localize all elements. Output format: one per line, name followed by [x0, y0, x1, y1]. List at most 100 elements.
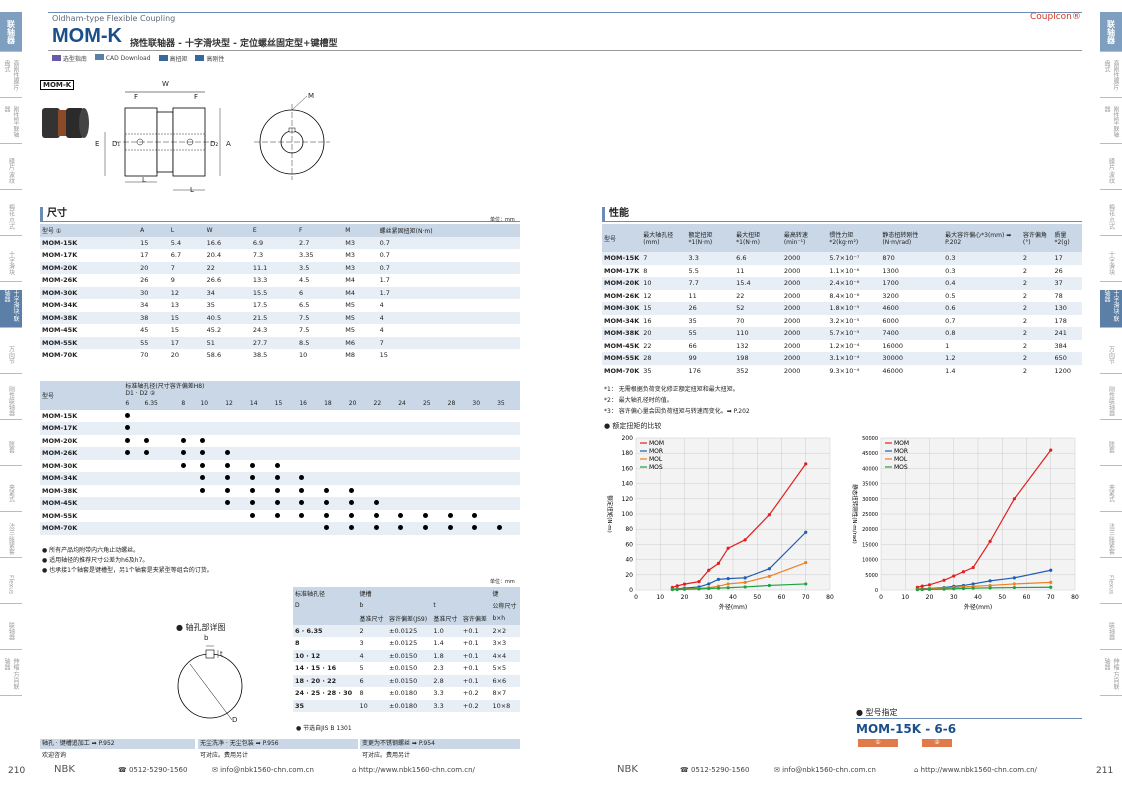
side-tab[interactable]: 夹紧式	[1100, 474, 1122, 512]
side-tab[interactable]: 刚性联轴器	[0, 382, 22, 420]
table-cell	[322, 472, 347, 485]
web-icon: ⌂	[352, 766, 359, 774]
table-cell	[470, 410, 495, 423]
table-cell: 3.3	[433, 689, 444, 698]
data-point	[767, 583, 771, 588]
side-tab[interactable]: Flexus	[1100, 566, 1122, 604]
table-cell	[346, 447, 372, 460]
column-header: A	[138, 224, 169, 237]
side-tab[interactable]: 胀套	[1100, 428, 1122, 466]
right-email[interactable]: ✉ info@nbk1560-chn.com.cn	[774, 766, 876, 774]
side-tab[interactable]: 伸缩·万向联轴器	[0, 658, 22, 696]
table-cell	[273, 460, 298, 473]
table-cell: 1.7	[379, 276, 390, 285]
table-cell	[420, 472, 446, 485]
x-tick-label: 60	[1023, 594, 1031, 601]
table-cell	[223, 510, 248, 523]
table-cell: 55	[138, 336, 169, 349]
side-tab[interactable]: 刚性型·联轴器	[1100, 106, 1122, 144]
table-cell: M4	[343, 286, 378, 299]
table-header-row: 型号 最大轴孔径(mm) 额定扭矩*1(N·m) 最大扭矩*1(N·m) 最高转速(mi…	[602, 224, 1082, 252]
legend-label: MOM	[649, 440, 664, 447]
x-tick-label: 30	[950, 594, 958, 601]
table-cell: 11	[736, 266, 745, 275]
guide-icon[interactable]: 选型指南	[52, 54, 87, 63]
side-tab[interactable]: 十字滑块·联轴器	[1100, 290, 1122, 328]
side-tab[interactable]: 夹紧式	[0, 474, 22, 512]
x-tick-label: 20	[681, 594, 689, 601]
table-row: MOM-17K 17 6.7 20.4 7.3 3.35 M3 0.7	[40, 249, 520, 262]
cad-icon[interactable]: CAD Download	[94, 54, 151, 63]
table-cell: 38.5	[252, 351, 268, 360]
side-tab[interactable]: 十字滑块	[1100, 244, 1122, 282]
dim-label-f2: F	[194, 93, 199, 101]
table-row: MOM-20K 20 7 22 11.1 3.5 M3 0.7	[40, 261, 520, 274]
side-tab[interactable]: 膜片·波纹	[1100, 152, 1122, 190]
table-cell: 70	[140, 351, 149, 360]
side-tab[interactable]: 伸缩·万向联轴器	[1100, 658, 1122, 696]
table-cell: 34	[140, 301, 149, 310]
side-tab[interactable]: 高刚性膜片·盘式	[0, 60, 22, 98]
column-header: 公称尺寸	[490, 599, 520, 612]
table-cell: 2	[1022, 266, 1027, 275]
right-web[interactable]: ⌂ http://www.nbk1560-chn.com.cn/	[914, 766, 1037, 774]
side-tab[interactable]: Flexus	[0, 566, 22, 604]
table-cell: 10	[641, 277, 687, 290]
side-tab[interactable]: 梅花·爪式	[1100, 198, 1122, 236]
table-cell: MOM-38K	[42, 486, 78, 495]
table-cell	[297, 485, 322, 498]
data-point	[716, 586, 721, 590]
side-tab[interactable]: 刚性型·联轴器	[0, 106, 22, 144]
size-header: 28	[445, 397, 471, 410]
feature-clean-header[interactable]: 无尘洗净 · 无尘包装 ➡ P.956	[198, 739, 358, 749]
left-web[interactable]: ⌂ http://www.nbk1560-chn.com.cn/	[352, 766, 475, 774]
side-tab[interactable]: 膜片·波纹	[0, 152, 22, 190]
series-line-mos	[672, 583, 806, 591]
side-tab[interactable]: 万向节	[1100, 336, 1122, 374]
table-cell: 1.2	[943, 352, 1021, 365]
side-tab[interactable]: 十字滑块	[0, 244, 22, 282]
legend-label: MOS	[649, 464, 663, 471]
detail-label-d: D	[232, 716, 238, 724]
side-tab[interactable]: 高刚性膜片·盘式	[1100, 60, 1122, 98]
table-cell: M6	[343, 336, 378, 349]
table-cell	[179, 510, 198, 523]
column-header: 基准尺寸	[357, 612, 388, 625]
table-row: 8 3 ±0.0125 1.4 +0.1 3×3	[293, 637, 520, 650]
feature-screw-text: 可对应。费用另计	[362, 752, 411, 759]
mail-icon: ✉	[212, 766, 221, 774]
feature-addproc-header[interactable]: 轴孔 · 键槽追加工 ➡ P.952	[40, 739, 195, 749]
side-tab[interactable]: 万向节	[0, 336, 22, 374]
side-tab[interactable]: 胀套	[0, 428, 22, 466]
side-tab[interactable]: 十字滑块·联轴器	[0, 290, 22, 328]
column-header: 型号	[40, 381, 124, 410]
table-cell: 1300	[882, 266, 899, 275]
table-cell: 1.1×10⁻⁶	[829, 266, 860, 275]
available-dot-icon	[398, 512, 404, 518]
table-cell: 6.7	[170, 251, 182, 260]
left-email[interactable]: ✉ info@nbk1560-chn.com.cn	[212, 766, 314, 774]
side-tab[interactable]: 梅花·爪式	[0, 198, 22, 236]
table-cell: 40.5	[204, 311, 251, 324]
side-tab[interactable]: 联轴器	[1100, 612, 1122, 650]
table-cell: MOM-38K	[40, 311, 139, 324]
available-dot-icon	[181, 450, 187, 456]
table-cell	[179, 485, 198, 498]
table-cell	[396, 522, 421, 535]
side-tab[interactable]: 法兰·胀紧套	[0, 520, 22, 558]
size-header: 10	[198, 397, 224, 410]
performance-table: 型号 最大轴孔径(mm) 额定扭矩*1(N·m) 最大扭矩*1(N·m) 最高转速(mi…	[602, 224, 1082, 377]
data-point	[675, 587, 679, 592]
web-icon: ⌂	[914, 766, 921, 774]
side-tab[interactable]: 法兰·胀紧套	[1100, 520, 1122, 558]
available-dot-icon	[472, 512, 478, 518]
table-cell	[446, 460, 471, 473]
side-tab[interactable]: 联轴器	[0, 612, 22, 650]
side-tab[interactable]: 联轴器	[0, 12, 22, 52]
table-cell	[322, 485, 347, 498]
side-tab[interactable]: 刚性联轴器	[1100, 382, 1122, 420]
side-tab[interactable]: 联轴器	[1100, 12, 1122, 52]
table-row: MOM-45K	[40, 497, 520, 510]
table-row: MOM-26K 26 9 26.6 13.3 4.5 M4 1.7	[40, 274, 520, 287]
feature-screw-header[interactable]: 变更为不锈钢螺丝 ➡ P.954	[360, 739, 520, 749]
